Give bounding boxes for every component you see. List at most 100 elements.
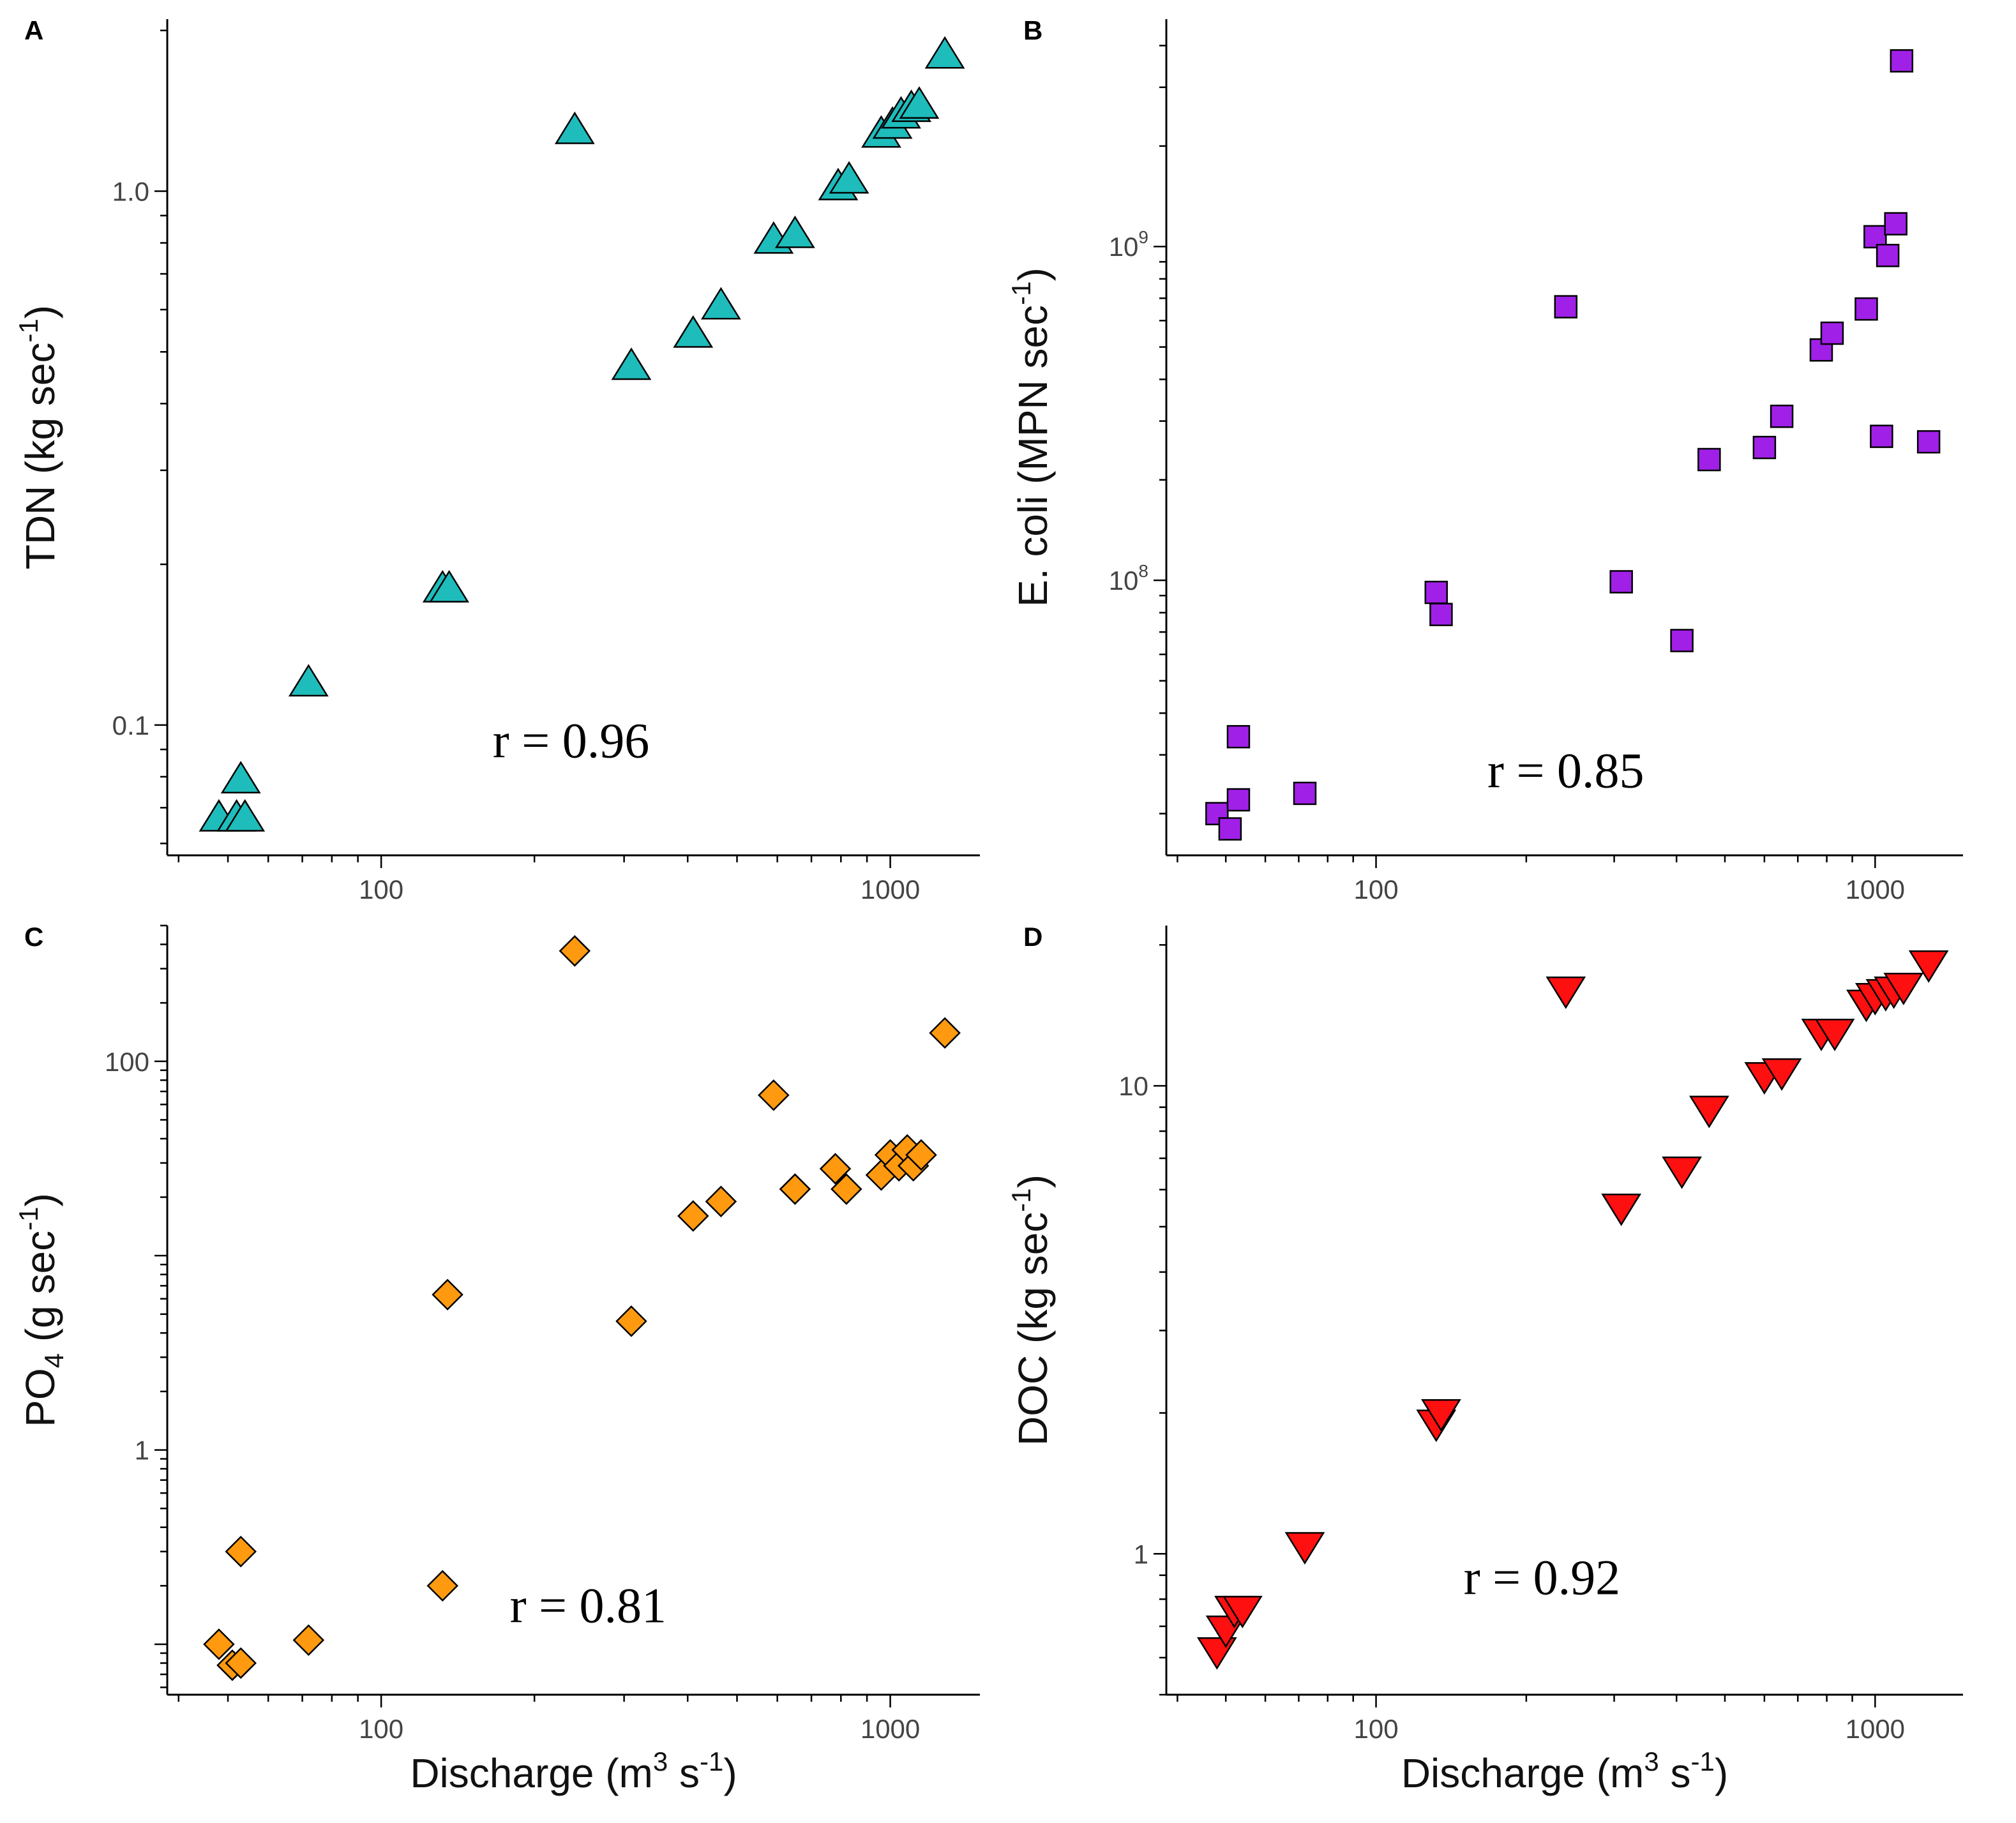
data-point — [1908, 950, 1949, 983]
y-axis-title-text: ) — [17, 1193, 63, 1206]
data-point — [225, 799, 266, 832]
y-tick-label: 109 — [1109, 227, 1148, 262]
data-point — [1752, 435, 1777, 460]
data-point — [905, 1139, 937, 1171]
data-point — [1196, 1637, 1237, 1670]
x-axis-title-text: s — [668, 1750, 700, 1796]
y-tick-label: 1 — [135, 1436, 149, 1466]
x-axis-title: Discharge (m3 s-1) — [1401, 1746, 1728, 1796]
panel-letter: C — [24, 922, 43, 952]
panel-letter: D — [1023, 922, 1042, 952]
y-tick-label-base: 10 — [1109, 232, 1139, 262]
y-tick-label: 10 — [1118, 1071, 1148, 1101]
y-axis-title-subscript: 4 — [39, 1353, 69, 1368]
data-point — [1890, 49, 1914, 73]
y-tick-label-base: 1.0 — [112, 176, 149, 206]
x-axis-title-superscript: -1 — [700, 1746, 723, 1776]
data-point — [1814, 1019, 1855, 1051]
x-axis-title: Discharge (m3 s-1) — [410, 1746, 737, 1796]
y-axis-title-text: E. coli (MPN sec — [1010, 305, 1056, 607]
y-axis-title-text: (g sec — [17, 1231, 63, 1353]
y-tick-label-exponent: 8 — [1138, 561, 1148, 581]
y-axis-title-text: ) — [1010, 1174, 1056, 1188]
data-point — [1870, 424, 1893, 448]
correlation-annotation: r = 0.96 — [493, 712, 649, 768]
data-point — [1218, 817, 1242, 841]
y-axis-title: E. coli (MPN sec-1) — [1006, 267, 1056, 607]
data-point — [1883, 972, 1924, 1005]
data-point — [819, 1153, 852, 1185]
data-point — [292, 1624, 325, 1656]
y-axis-title-superscript: -1 — [1006, 1188, 1036, 1212]
data-point — [774, 215, 815, 248]
y-axis-title-text: TDN (kg sec — [17, 343, 63, 570]
x-axis-title-text: ) — [1715, 1750, 1728, 1796]
x-axis-title-superscript: 3 — [1644, 1746, 1659, 1776]
data-point — [220, 761, 261, 793]
data-point — [929, 1017, 961, 1049]
x-tick-label: 1000 — [861, 1714, 920, 1744]
data-point — [1421, 1399, 1461, 1432]
x-axis-title-superscript: -1 — [1691, 1746, 1715, 1776]
data-point — [924, 36, 965, 69]
data-point — [615, 1305, 647, 1337]
data-point — [288, 664, 329, 697]
data-point — [1226, 724, 1251, 749]
x-tick-label: 100 — [1353, 1714, 1398, 1744]
panel-letter: B — [1023, 15, 1042, 45]
y-tick-label: 1.0 — [112, 176, 149, 206]
data-point — [779, 1173, 811, 1205]
data-point — [1689, 1095, 1729, 1129]
panel-letter: A — [24, 15, 43, 45]
data-point — [831, 1173, 862, 1205]
data-point — [1916, 430, 1941, 454]
data-point — [1284, 1532, 1325, 1565]
x-axis-title-superscript: 3 — [653, 1746, 668, 1776]
data-point — [426, 1570, 459, 1602]
y-axis-title-superscript: -1 — [13, 319, 43, 342]
y-axis-title-text: ) — [1010, 267, 1056, 281]
data-point — [429, 569, 470, 603]
y-axis-title: TDN (kg sec-1) — [13, 305, 63, 569]
data-point — [1222, 1596, 1263, 1629]
x-axis-title-text: ) — [723, 1750, 737, 1796]
y-tick-label: 100 — [105, 1047, 149, 1077]
y-axis-title-text: DOC (kg sec — [1010, 1212, 1056, 1446]
y-tick-label-base: 0.1 — [112, 710, 149, 740]
y-tick-label: 0.1 — [112, 710, 149, 740]
y-axis-title-text: PO — [17, 1368, 63, 1427]
data-point — [1662, 1156, 1703, 1189]
data-point — [559, 935, 591, 967]
data-point — [829, 161, 869, 194]
correlation-annotation: r = 0.81 — [510, 1577, 666, 1633]
data-point — [554, 111, 595, 144]
x-tick-label: 100 — [359, 874, 403, 904]
data-point — [1761, 1058, 1802, 1091]
y-tick-label-base: 1 — [135, 1436, 149, 1466]
data-point — [1424, 580, 1448, 604]
data-point — [611, 347, 652, 380]
data-point — [1820, 321, 1844, 345]
data-point — [1670, 629, 1694, 652]
x-tick-label: 100 — [1353, 874, 1398, 904]
y-tick-label-base: 1 — [1134, 1539, 1148, 1569]
y-axis-title-text: ) — [17, 305, 63, 319]
data-point — [1876, 244, 1900, 267]
data-point — [700, 287, 741, 320]
x-axis-title-text: Discharge (m — [410, 1750, 653, 1796]
x-tick-label: 1000 — [1846, 874, 1905, 904]
x-axis-title-text: Discharge (m — [1401, 1750, 1644, 1796]
data-point — [1884, 212, 1907, 236]
data-point — [203, 1628, 235, 1660]
data-point — [432, 1279, 463, 1311]
data-point — [1697, 447, 1721, 472]
y-tick-label-base: 10 — [1109, 566, 1139, 596]
y-tick-label-exponent: 9 — [1138, 227, 1148, 247]
data-point — [1770, 404, 1794, 428]
data-point — [758, 1079, 790, 1111]
y-axis-title-superscript: -1 — [13, 1207, 43, 1231]
